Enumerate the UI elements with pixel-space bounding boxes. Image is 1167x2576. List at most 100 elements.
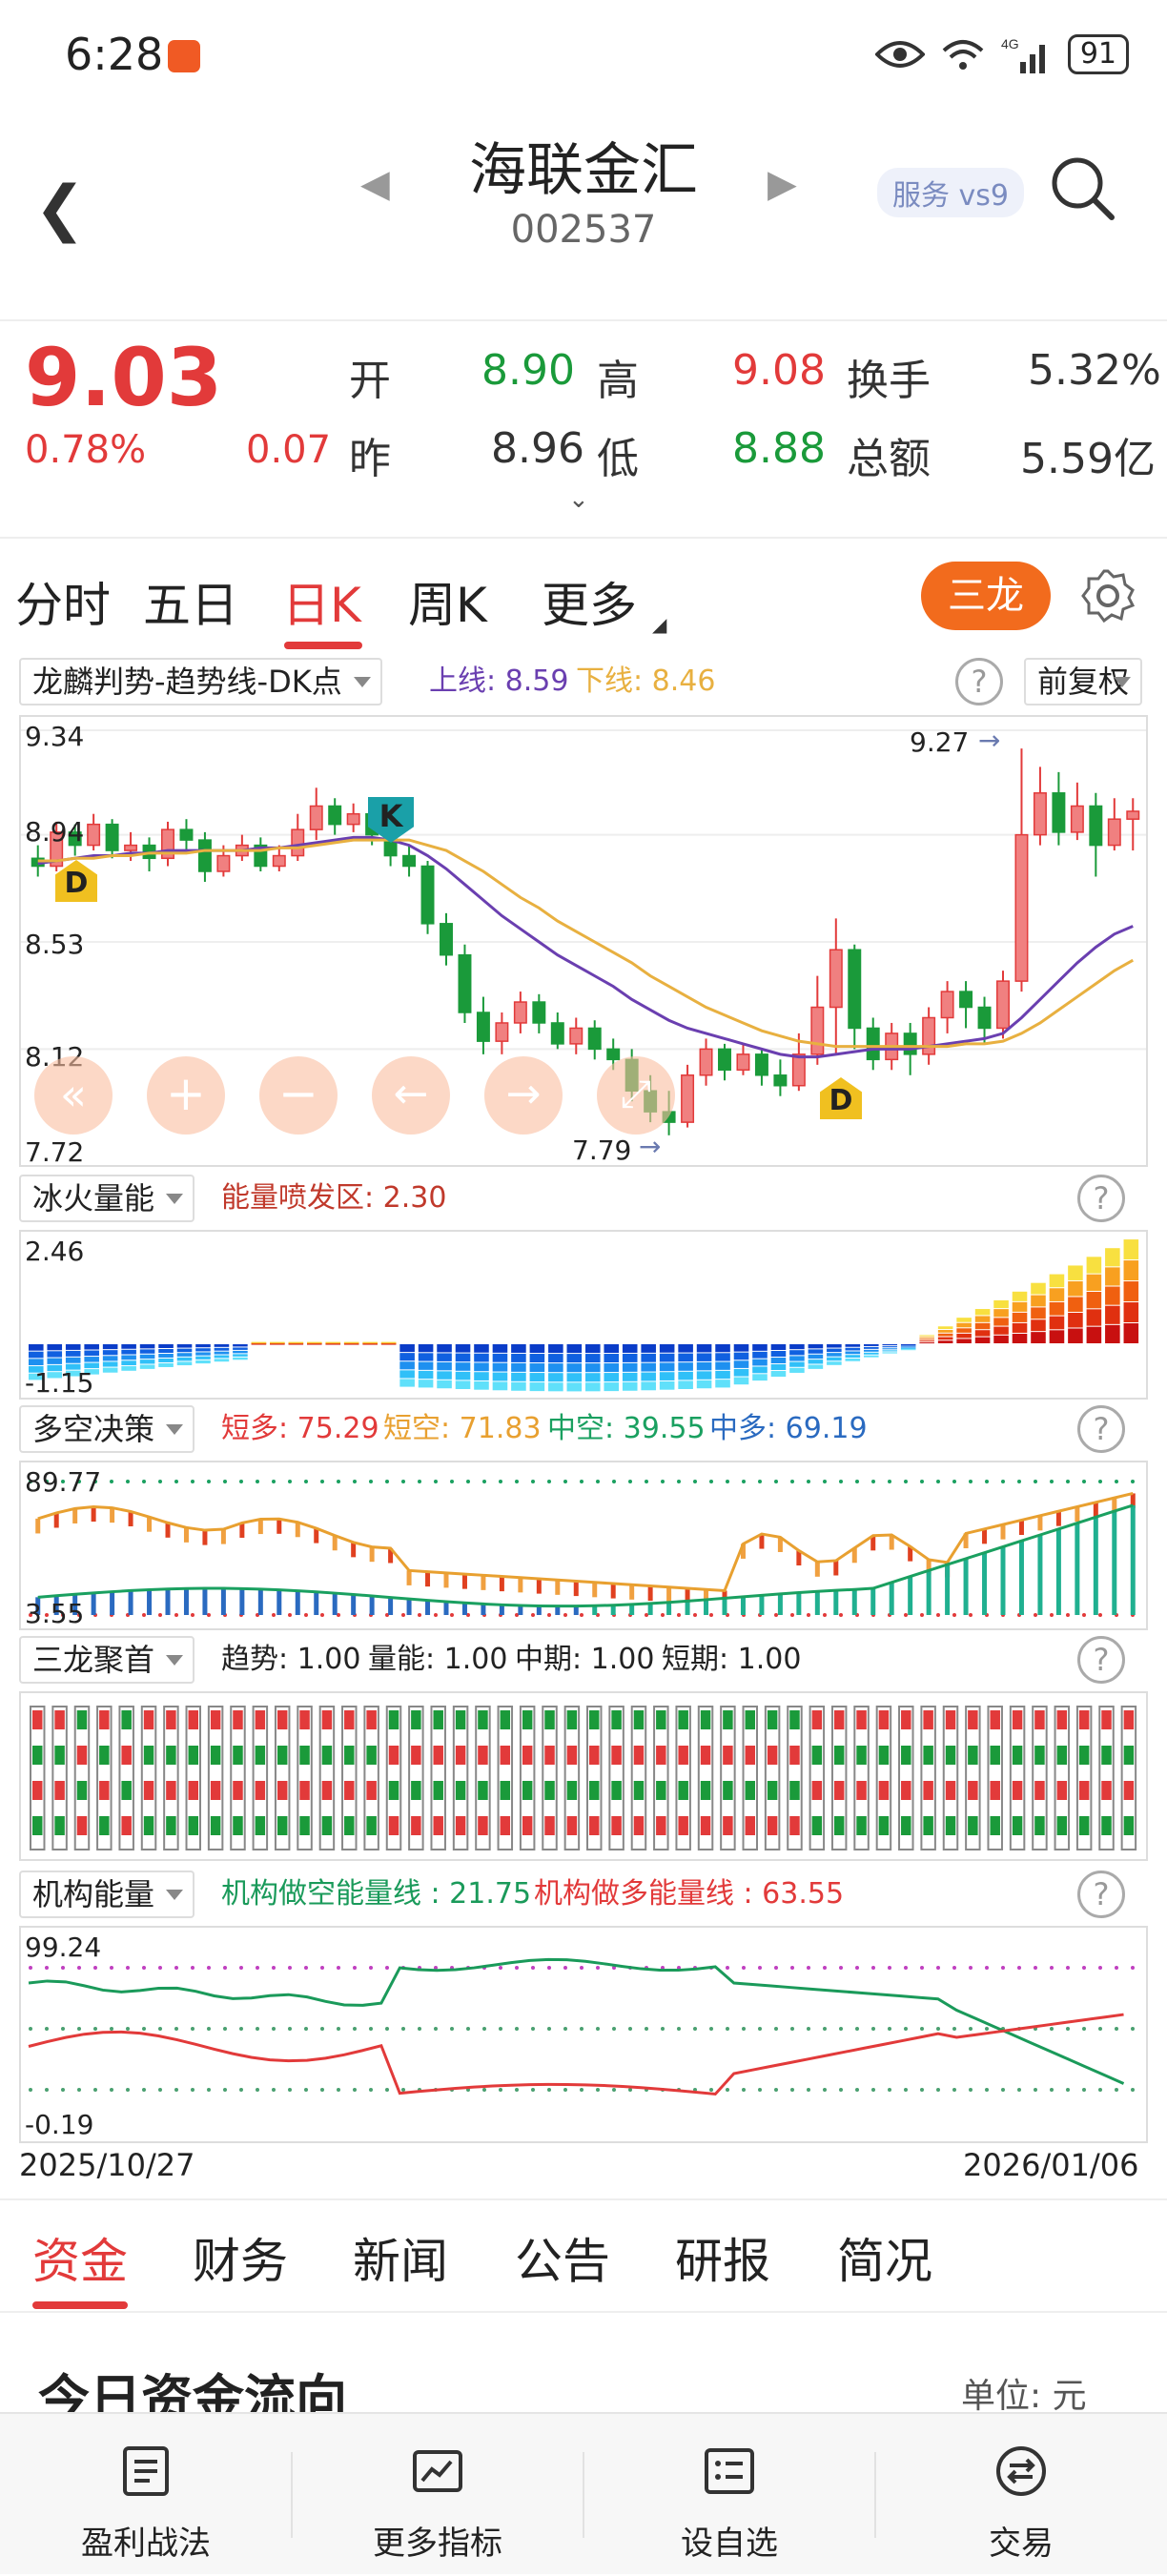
jg-help-icon[interactable]: ? (1077, 1871, 1125, 1918)
signal-cell (611, 1746, 622, 1765)
energy-bar-segment (511, 1372, 526, 1381)
tab-intraday[interactable]: 分时 (15, 578, 111, 633)
sl-indicator-select[interactable]: 三龙聚首 (19, 1636, 195, 1684)
dot-grid (1082, 2027, 1086, 2031)
candle-body (1126, 810, 1140, 820)
tab-announce[interactable]: 公告 (515, 2234, 610, 2289)
signal-cell (767, 1781, 778, 1800)
tab-news[interactable]: 新闻 (353, 2234, 448, 2289)
signal-column (51, 1706, 68, 1850)
signal-column (1032, 1706, 1048, 1850)
fullscreen-icon[interactable]: ⤢ (597, 1056, 675, 1135)
list-icon (705, 2448, 754, 2494)
tab-daily-k[interactable]: 日K (282, 578, 361, 633)
dot-grid (1098, 1966, 1102, 1970)
energy-bar-segment (121, 1360, 136, 1366)
signal-cell (121, 1816, 132, 1835)
energy-bar-segment (993, 1309, 1009, 1318)
tab-more[interactable]: 更多 (542, 578, 637, 633)
signal-cell (76, 1746, 88, 1765)
scroll-right-icon[interactable]: → (484, 1056, 563, 1135)
dot-grid (839, 1480, 843, 1483)
energy-bar-segment (715, 1344, 730, 1353)
volume-indicator-select[interactable]: 冰火量能 (19, 1175, 195, 1222)
trend-line-lower (37, 838, 1135, 1049)
tab-five-day[interactable]: 五日 (143, 578, 238, 633)
energy-bar-segment (1105, 1286, 1120, 1305)
adjust-button[interactable]: 前复权 (1024, 658, 1143, 705)
sl-help-icon[interactable]: ? (1077, 1636, 1125, 1684)
energy-bar-segment (900, 1349, 916, 1351)
service-badge[interactable]: 服务 vs9 (877, 168, 1025, 217)
signal-cell (1101, 1710, 1112, 1729)
scroll-left-icon[interactable]: ← (372, 1056, 450, 1135)
gear-icon[interactable] (1079, 567, 1136, 624)
signal-column (875, 1706, 892, 1850)
prev-stock-icon[interactable]: ◀ (360, 162, 390, 206)
zoom-out-icon[interactable]: − (259, 1056, 338, 1135)
dot-grid (174, 1480, 178, 1483)
energy-bar-segment (418, 1353, 434, 1361)
tab-finance[interactable]: 财务 (193, 2234, 288, 2289)
signal-cell (522, 1781, 533, 1800)
dot-grid (612, 1480, 616, 1483)
dot-grid (547, 1966, 551, 1970)
energy-bar-segment (641, 1372, 656, 1381)
nav-watchlist[interactable]: 设自选 (584, 2414, 875, 2576)
dot-grid (823, 2088, 827, 2092)
tab-profile[interactable]: 简况 (837, 2234, 932, 2289)
dot-grid (29, 2088, 32, 2092)
energy-bar-segment (845, 1347, 861, 1351)
dot-grid (304, 1966, 308, 1970)
energy-bar-segment (214, 1355, 230, 1359)
sanlong-button[interactable]: 三龙 (921, 562, 1051, 630)
nav-trade[interactable]: 交易 (875, 2414, 1167, 2576)
dot-grid (531, 1613, 535, 1617)
signal-cell (500, 1816, 511, 1835)
status-icons: 4G 91 (874, 31, 1129, 78)
nav-strategy[interactable]: 盈利战法 (0, 2414, 292, 2576)
search-icon[interactable] (1049, 154, 1117, 223)
back-arrow-icon[interactable]: ❮ (34, 174, 86, 244)
dot-grid (61, 2088, 65, 2092)
zoom-in-icon[interactable]: + (147, 1056, 225, 1135)
jg-indicator-select[interactable]: 机构能量 (19, 1871, 195, 1918)
dot-grid (1034, 1966, 1037, 1970)
zoom-out-far-icon[interactable]: « (34, 1056, 113, 1135)
volume-svg (29, 1239, 1139, 1392)
kline-help-icon[interactable]: ? (955, 658, 1003, 705)
signal-cell (544, 1781, 555, 1800)
dot-grid (401, 1613, 405, 1617)
dot-grid (790, 1966, 794, 1970)
tab-weekly-k[interactable]: 周K (408, 578, 487, 633)
tab-capital[interactable]: 资金 (32, 2234, 128, 2289)
volume-help-icon[interactable]: ? (1077, 1175, 1125, 1222)
signal-cell (611, 1816, 622, 1835)
energy-bar-segment (659, 1344, 675, 1353)
dot-grid (126, 1480, 130, 1483)
signal-cell (1101, 1781, 1112, 1800)
dot-grid (920, 1480, 924, 1483)
tab-research[interactable]: 研报 (675, 2234, 770, 2289)
kline-indicator-select[interactable]: 龙麟判势-趋势线-DK点 (19, 658, 382, 705)
next-stock-icon[interactable]: ▶ (768, 162, 797, 206)
dk-help-icon[interactable]: ? (1077, 1405, 1125, 1453)
energy-bar-segment (993, 1326, 1009, 1335)
dk-indicator-select[interactable]: 多空决策 (19, 1405, 195, 1453)
dot-grid (888, 2027, 891, 2031)
energy-bar-segment (678, 1380, 693, 1389)
signal-cell (811, 1781, 823, 1800)
expand-chevron-icon[interactable]: ⌄ (568, 485, 589, 514)
energy-bar-segment (882, 1344, 898, 1346)
energy-bar-segment (900, 1344, 916, 1345)
jg-y-top: 99.24 (25, 1932, 102, 1963)
energy-bar-segment (733, 1368, 749, 1377)
signal-cell (366, 1816, 377, 1835)
dot-grid (418, 2027, 421, 2031)
dot-grid (969, 1613, 972, 1617)
nav-indicators[interactable]: 更多指标 (292, 2414, 584, 2576)
energy-bar-segment (548, 1382, 563, 1392)
signal-cell (700, 1816, 711, 1835)
kline-chart[interactable]: 9.34 8.94 8.53 8.12 7.72 9.27 → 7.79 → D… (19, 715, 1148, 1167)
dot-grid (158, 1613, 162, 1617)
